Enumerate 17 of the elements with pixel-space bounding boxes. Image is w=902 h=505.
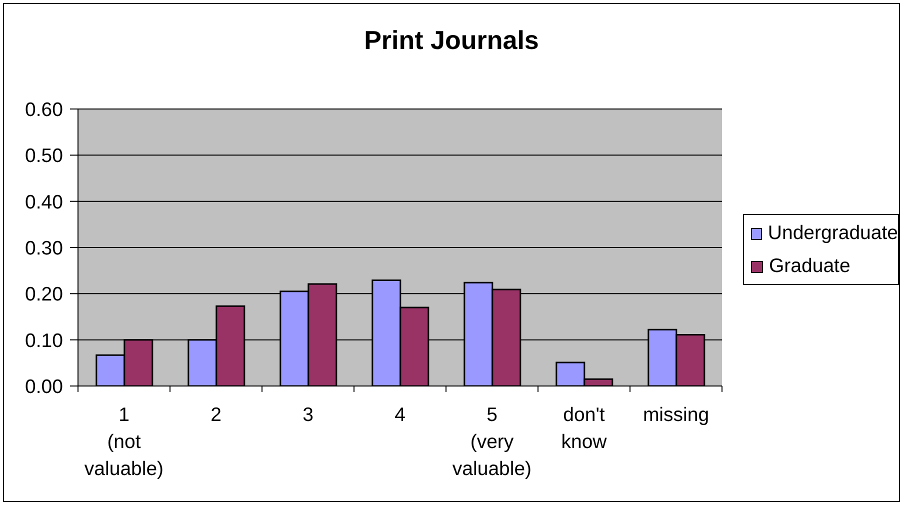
chart-title: Print Journals [363, 25, 540, 55]
y-tick-label: 0.50 [25, 145, 64, 168]
x-tick-label: 3 [302, 404, 314, 426]
y-tick-label: 0.20 [25, 284, 64, 306]
x-tick-label: 2 [210, 404, 222, 426]
x-tick-label: missing [642, 404, 710, 426]
y-tick-label: 0.10 [25, 330, 64, 352]
y-tick-label: 0.40 [25, 191, 64, 214]
legend-label: Graduate [769, 254, 850, 279]
x-tick-label: don't know [561, 404, 608, 453]
legend-label: Undergraduate [768, 221, 898, 246]
y-tick-label: 0.00 [25, 376, 64, 398]
x-tick-label: 5 (very valuable) [452, 404, 532, 480]
x-tick-label: 1 (not valuable) [84, 404, 164, 480]
y-tick-label: 0.60 [25, 98, 64, 121]
x-tick-label: 4 [394, 404, 406, 426]
y-tick-label: 0.30 [25, 237, 64, 260]
